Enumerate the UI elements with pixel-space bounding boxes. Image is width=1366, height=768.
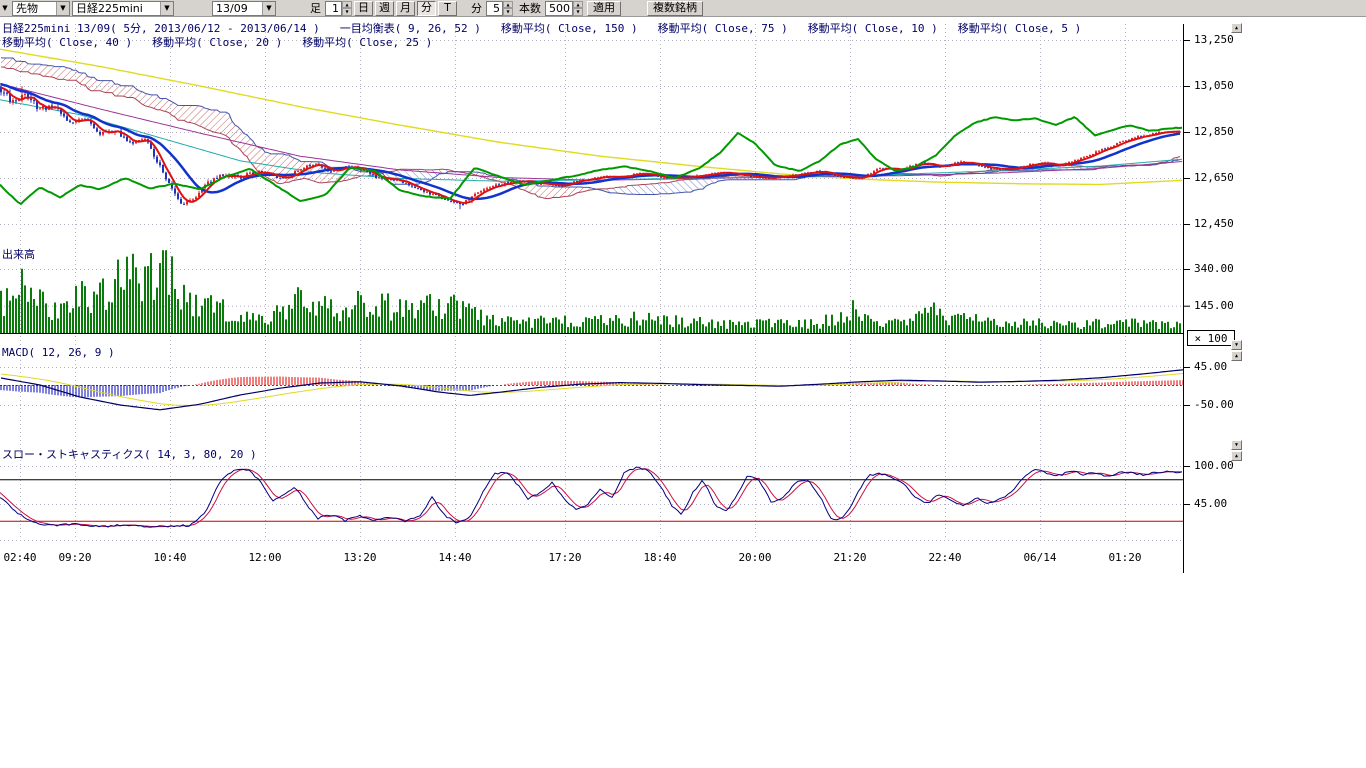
legend-item: 移動平均( Close, 75 ) xyxy=(657,22,788,35)
spin-down-icon[interactable]: ▼ xyxy=(503,8,513,16)
time-axis-label: 18:40 xyxy=(643,551,677,564)
legend-item: 移動平均( Close, 20 ) xyxy=(152,36,283,49)
panel-scale-button[interactable]: ▼ xyxy=(1231,340,1242,350)
day-count-value[interactable]: 1 xyxy=(325,0,342,16)
axis-tick-label: 13,250 xyxy=(1194,33,1234,46)
time-axis-label: 01:20 xyxy=(1108,551,1142,564)
time-axis-label: 10:40 xyxy=(153,551,187,564)
bars-count-label: 本数 xyxy=(519,2,541,15)
time-axis-label: 09:20 xyxy=(58,551,92,564)
axis-tick-label: 12,850 xyxy=(1194,125,1234,138)
axis-tick-label: 12,450 xyxy=(1194,217,1234,230)
dropdown-arrow-icon[interactable]: ▼ xyxy=(160,1,173,15)
time-axis-label: 21:20 xyxy=(833,551,867,564)
period-week-button[interactable]: 週 xyxy=(375,0,394,16)
bars-count-value[interactable]: 500 xyxy=(545,0,573,16)
volume-panel-label: 出来高 xyxy=(2,248,35,261)
time-axis-label: 20:00 xyxy=(738,551,772,564)
panel-scale-button[interactable]: ▲ xyxy=(1231,351,1242,361)
legend-item: 日経225mini 13/09( 5分, 2013/06/12 - 2013/0… xyxy=(2,22,320,35)
period-minute-button[interactable]: 分 xyxy=(417,0,436,16)
legend-line-1: 日経225mini 13/09( 5分, 2013/06/12 - 2013/0… xyxy=(2,20,1081,36)
apply-button[interactable]: 適用 xyxy=(587,0,621,16)
axis-tick-label: -50.00 xyxy=(1194,398,1234,411)
symbol-select[interactable]: 日経225mini ▼ xyxy=(72,0,174,16)
bars-count-spinner[interactable]: 500 ▲ ▼ xyxy=(545,0,583,16)
legend-item: 移動平均( Close, 10 ) xyxy=(807,22,938,35)
minute-count-spinner[interactable]: 5 ▲ ▼ xyxy=(486,0,513,16)
panel-scale-button[interactable]: ▼ xyxy=(1231,440,1242,450)
chart-canvas[interactable] xyxy=(0,0,1366,590)
multi-symbol-button[interactable]: 複数銘柄 xyxy=(647,0,703,16)
axis-tick-label: 100.00 xyxy=(1194,459,1234,472)
legend-item: 移動平均( Close, 40 ) xyxy=(2,36,133,49)
contract-select[interactable]: 13/09 ▼ xyxy=(212,0,276,16)
time-axis-label: 02:40 xyxy=(3,551,37,564)
time-axis-label: 12:00 xyxy=(248,551,282,564)
axis-tick-label: 145.00 xyxy=(1194,299,1234,312)
axis-tick-label: 45.00 xyxy=(1194,497,1228,510)
minute-count-value[interactable]: 5 xyxy=(486,0,503,16)
legend-item: 移動平均( Close, 5 ) xyxy=(957,22,1082,35)
time-axis-label: 17:20 xyxy=(548,551,582,564)
minute-label: 分 xyxy=(471,2,482,15)
spin-down-icon[interactable]: ▼ xyxy=(342,8,352,16)
time-axis-label: 14:40 xyxy=(438,551,472,564)
panel-scale-button[interactable]: ▲ xyxy=(1231,451,1242,461)
dropdown-arrow-icon[interactable]: ▼ xyxy=(56,1,69,15)
legend-item: 移動平均( Close, 25 ) xyxy=(302,36,433,49)
period-day-button[interactable]: 日 xyxy=(354,0,373,16)
symbol-select-value: 日経225mini xyxy=(76,2,143,15)
axis-tick-label: 12,650 xyxy=(1194,171,1234,184)
axis-tick-label: 13,050 xyxy=(1194,79,1234,92)
period-month-button[interactable]: 月 xyxy=(396,0,415,16)
spin-up-icon[interactable]: ▲ xyxy=(342,0,352,8)
time-axis-label: 06/14 xyxy=(1023,551,1057,564)
legend-item: 移動平均( Close, 150 ) xyxy=(500,22,638,35)
axis-tick-label: 45.00 xyxy=(1194,360,1228,373)
market-select-value: 先物 xyxy=(16,2,38,15)
corner-menu-icon[interactable]: ▼ xyxy=(2,4,8,12)
period-tick-button[interactable]: T xyxy=(438,0,457,16)
macd-panel-label: MACD( 12, 26, 9 ) xyxy=(2,346,115,359)
volume-multiplier-box: × 100 xyxy=(1187,330,1235,346)
spin-up-icon[interactable]: ▲ xyxy=(503,0,513,8)
time-axis-label: 13:20 xyxy=(343,551,377,564)
axis-tick-label: 340.00 xyxy=(1194,262,1234,275)
spin-up-icon[interactable]: ▲ xyxy=(573,0,583,8)
bar-type-label: 足 xyxy=(310,2,321,15)
legend-line-2: 移動平均( Close, 40 ) 移動平均( Close, 20 ) 移動平均( … xyxy=(2,34,432,50)
panel-scale-button[interactable]: ▲ xyxy=(1231,23,1242,33)
contract-select-value: 13/09 xyxy=(216,1,248,15)
time-axis-label: 22:40 xyxy=(928,551,962,564)
spin-down-icon[interactable]: ▼ xyxy=(573,8,583,16)
stochastics-panel-label: スロー・ストキャスティクス( 14, 3, 80, 20 ) xyxy=(2,448,257,461)
day-count-spinner[interactable]: 1 ▲ ▼ xyxy=(325,0,352,16)
legend-item: 一目均衡表( 9, 26, 52 ) xyxy=(339,22,481,35)
market-select[interactable]: 先物 ▼ xyxy=(12,0,70,16)
toolbar: ▼ 先物 ▼ 日経225mini ▼ 13/09 ▼ 足 1 ▲ ▼ 日 週 月 … xyxy=(0,0,1366,17)
dropdown-arrow-icon[interactable]: ▼ xyxy=(262,1,275,15)
